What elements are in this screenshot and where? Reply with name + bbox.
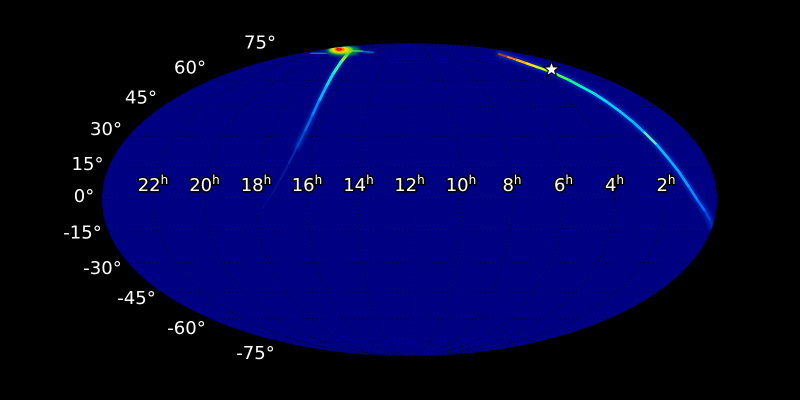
ra-tick-label-2h: 2h [656, 173, 675, 196]
graticule-meridian [152, 43, 667, 356]
localization-arc-east-segment [643, 131, 659, 147]
localization-arc-east-segment [687, 185, 700, 203]
localization-arc-west [255, 49, 352, 217]
localization-arc-east-segment [631, 120, 647, 135]
hotspot-blob [335, 47, 343, 51]
graticule-meridian [255, 43, 564, 356]
localization-arc-east-segment [579, 85, 596, 95]
dec-tick-label-m30: -30° [83, 258, 121, 279]
dec-tick-label-m60: -60° [167, 318, 205, 339]
dec-tick-label-75: 75° [244, 33, 276, 54]
localization-arc-east-segment [592, 92, 609, 104]
ra-tick-label-10h: 10h [446, 173, 477, 196]
star-marker-layer [542, 59, 561, 78]
ra-axis-labels: 22h 20h 18h 16h 14h 12h 10h 8h 6h 4h 2h [136, 172, 677, 198]
ra-tick-label-6h: 6h [554, 173, 573, 196]
localization-arc-west-segment [280, 162, 290, 179]
localization-arc-west-segment [271, 177, 282, 195]
localization-arc-east-segment [677, 170, 691, 189]
hotspot-tail [351, 49, 363, 53]
dec-tick-label-15: 15° [72, 154, 104, 175]
dec-tick-label-30: 30° [90, 119, 122, 140]
localization-arc-west-segment [331, 60, 343, 76]
localization-arc-west-segment [287, 145, 299, 165]
dec-tick-label-0: 0° [74, 186, 94, 207]
localization-arc-east-segment [535, 65, 549, 72]
localization-arc-west-segment [310, 99, 321, 118]
ra-tick-label-4h: 4h [605, 173, 624, 196]
localization-arc-west-segment [262, 193, 273, 209]
localization-arc-east-segment [696, 199, 707, 213]
localization-arc-west-segment [303, 114, 314, 133]
ra-tick-label-8h: 8h [502, 173, 521, 196]
graticule-meridian [357, 43, 462, 356]
localization-arc-east [498, 53, 714, 229]
localization-arc-west-segment [255, 207, 264, 217]
localization-arc-west-segment [324, 72, 335, 89]
hotspot-tail [310, 52, 327, 55]
localization-arc-east-segment [618, 110, 635, 124]
dec-tick-label-m45: -45° [117, 288, 155, 309]
localization-arc-east-segment [555, 73, 571, 82]
localization-arc-west-segment [317, 85, 328, 103]
dec-tick-label-60: 60° [174, 58, 206, 79]
localization-arc-east-segment [567, 78, 583, 88]
graticule-meridian [306, 43, 513, 356]
localization-arc-east-segment [498, 53, 509, 58]
hotspot-layer [310, 45, 374, 56]
localization-arc-east-segment [666, 156, 681, 174]
localization-ring-layer [255, 48, 717, 232]
ra-tick-label-16h: 16h [292, 173, 323, 196]
localization-arc-east-segment [605, 100, 622, 113]
localization-arc-east-segment [703, 209, 712, 222]
ra-tick-label-18h: 18h [241, 173, 272, 196]
localization-arc-east-segment [655, 143, 670, 160]
graticule-meridian [204, 43, 615, 356]
ra-tick-label-20h: 20h [189, 173, 220, 196]
dec-tick-label-m15: -15° [63, 223, 101, 244]
ra-tick-label-12h: 12h [394, 173, 425, 196]
ra-tick-label-22h: 22h [138, 173, 169, 196]
dec-tick-label-m75: -75° [236, 343, 274, 364]
star-marker [542, 59, 561, 78]
dec-axis-labels: 75° 60° 45° 30° 15° 0° -15° -30° -45° -6… [62, 31, 278, 366]
localization-arc-east-segment [506, 55, 519, 62]
localization-arc-east-segment [525, 62, 539, 69]
localization-arc-west-segment [295, 129, 307, 149]
ra-tick-label-14h: 14h [343, 173, 374, 196]
hotspot-tail [361, 50, 374, 54]
localization-arc-east-segment [515, 58, 529, 65]
dec-tick-label-45: 45° [125, 88, 157, 109]
